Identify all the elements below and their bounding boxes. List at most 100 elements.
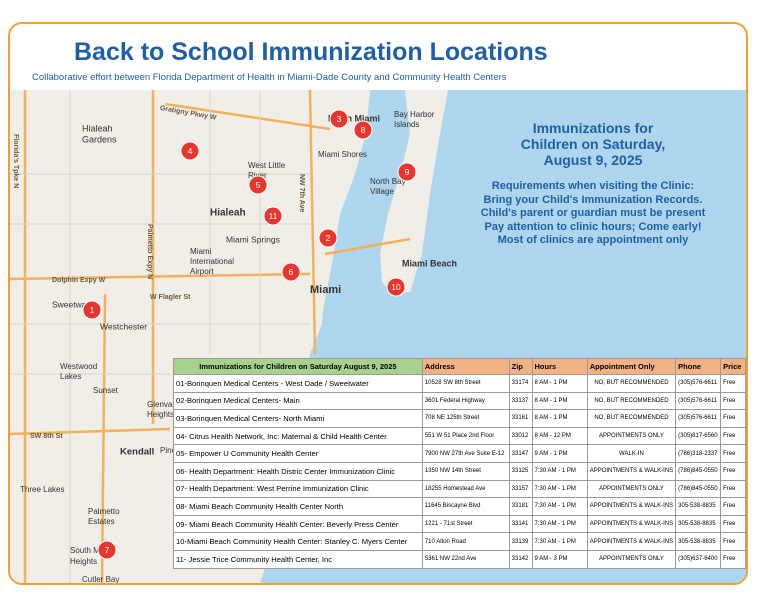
table-row: 06- Health Department: Health Distric Ce…: [173, 461, 746, 481]
place-label: International: [190, 257, 234, 266]
table-cell: (786)845-0550: [675, 479, 722, 499]
table-cell: 1350 NW 14th Street: [421, 461, 510, 481]
table-cell: 7900 NW 27th Ave Suite E-12: [421, 444, 510, 463]
location-marker: [329, 109, 349, 129]
table-cell: Free: [720, 391, 746, 411]
table-cell: (305)637-6400: [675, 549, 722, 569]
table-cell: 11- Jessie Trice Community Health Center…: [173, 549, 423, 569]
table-cell: 305-538-8835: [675, 532, 722, 551]
table-cell: 08- Miami Beach Community Health Center …: [173, 497, 423, 516]
column-header: Address: [421, 358, 510, 375]
table-cell: Free: [720, 549, 746, 569]
location-marker: [263, 206, 283, 226]
requirement: Requirements when visiting the Clinic:: [491, 180, 695, 192]
table-cell: 10-Miami Beach Community Health Center: …: [173, 532, 423, 551]
spacer: [448, 168, 738, 180]
marker-label: 8: [361, 125, 366, 135]
place-label: Miami Beach: [402, 258, 457, 268]
table-cell: 551 W 51 Place 2nd Floor: [421, 426, 510, 446]
place-label: Sunset: [93, 386, 119, 395]
table-cell: 8 AM - 12 PM: [531, 426, 588, 446]
table-cell: Free: [720, 532, 746, 551]
road-label: NW 7th Ave: [298, 174, 305, 212]
table-cell: Free: [720, 514, 746, 534]
marker-label: 7: [105, 545, 110, 555]
table-row: 10-Miami Beach Community Health Center: …: [173, 532, 746, 551]
subtitle: Collaborative effort between Florida Dep…: [32, 72, 507, 83]
marker-label: 5: [256, 180, 261, 190]
table-cell: 710 Alton Road: [421, 532, 510, 551]
table-cell: 33137: [508, 391, 533, 411]
road-label: W Flagler St: [150, 294, 191, 301]
location-marker: [397, 162, 417, 182]
place-label: Lakes: [60, 372, 81, 381]
table-cell: 33141: [508, 514, 533, 534]
place-label: North Bay: [370, 177, 406, 186]
place-label: Palmetto: [88, 507, 120, 516]
table-cell: APPOINTMENTS & WALK-INS: [586, 514, 677, 534]
table-cell: 33174: [508, 374, 533, 393]
place-label: Hialeah: [210, 208, 246, 219]
table-cell: 10528 SW 8th Street: [421, 374, 510, 393]
road-label: Florida's Tpke N: [12, 134, 19, 188]
table-row: 03-Borinquen Medical Centers- North Miam…: [173, 409, 746, 428]
table-cell: APPOINTMENTS ONLY: [586, 426, 677, 446]
table-cell: 7:30 AM - 1 PM: [531, 514, 588, 534]
table-row: 05- Empower U Community Health Center 790…: [173, 444, 746, 463]
marker-label: 9: [405, 167, 410, 177]
table-cell: 33181: [508, 497, 533, 516]
table-row: 08- Miami Beach Community Health Center …: [173, 497, 746, 516]
table-cell: 03-Borinquen Medical Centers- North Miam…: [173, 409, 423, 428]
table-cell: APPOINTMENTS & WALK-INS: [586, 461, 677, 481]
table-row: 11- Jessie Trice Community Health Center…: [173, 549, 746, 569]
place-label: Heights: [70, 557, 97, 566]
table-cell: Free: [720, 444, 746, 463]
marker-label: 3: [337, 114, 342, 124]
table-cell: 3601 Federal Highway: [421, 391, 510, 411]
marker-label: 11: [269, 211, 278, 221]
table-row: 01-Borinquen Medical Centers - West Dade…: [173, 374, 746, 393]
table-cell: (305)576-6611: [675, 409, 722, 428]
place-label: South Miami: [70, 546, 115, 555]
table-cell: NO, BUT RECOMMENDED: [586, 374, 677, 393]
table-cell: (786)318-2337: [675, 444, 722, 463]
column-header: Phone: [675, 358, 722, 375]
table-row: 09- Miami Beach Community Health Center:…: [173, 514, 746, 534]
location-marker: [353, 120, 373, 140]
place-label: Three Lakes: [20, 485, 64, 494]
marker-label: 2: [326, 233, 331, 243]
table-cell: 33157: [508, 479, 533, 499]
table-row: 02-Borinquen Medical Centers- Main 3601 F…: [173, 391, 746, 411]
table-cell: 305-538-8835: [675, 514, 722, 534]
place-label: Hialeah: [82, 123, 113, 133]
table-cell: 9 AM - 3 PM: [531, 549, 588, 569]
table-cell: (305)576-6611: [675, 391, 722, 411]
table-cell: 1221 - 71st Street: [421, 514, 510, 534]
table-cell: 33147: [508, 444, 533, 463]
table-cell: 02-Borinquen Medical Centers- Main: [173, 391, 423, 411]
table-cell: Free: [720, 461, 746, 481]
requirement: Bring your Child's Immunization Records.: [483, 193, 703, 206]
place-label: Airport: [190, 267, 214, 276]
place-label: Islands: [394, 120, 419, 129]
place-label: Miami Shores: [318, 150, 367, 159]
table-cell: (786)845-0550: [675, 461, 722, 481]
location-marker: [97, 540, 117, 560]
table-cell: 33142: [508, 549, 533, 569]
table-cell: WALK-IN: [586, 444, 677, 463]
title: Back to School Immunization Locations: [74, 38, 548, 66]
table-cell: 7:30 AM - 1 PM: [531, 497, 588, 516]
table-cell: 33139: [508, 532, 533, 551]
location-marker: [386, 277, 406, 297]
table-cell: 18255 Homestead Ave: [421, 479, 510, 499]
column-header: Immunizations for Children on Saturday A…: [173, 358, 423, 375]
mainland-coast: [300, 90, 370, 354]
table-cell: 05- Empower U Community Health Center: [173, 444, 423, 463]
table-row: 04- Citrus Health Network, Inc: Maternal…: [173, 426, 746, 446]
place-label: Village: [370, 187, 394, 196]
table-cell: 11645 Biscayne Blvd: [421, 497, 510, 516]
column-header: Price: [720, 358, 746, 375]
location-marker: [281, 262, 301, 282]
